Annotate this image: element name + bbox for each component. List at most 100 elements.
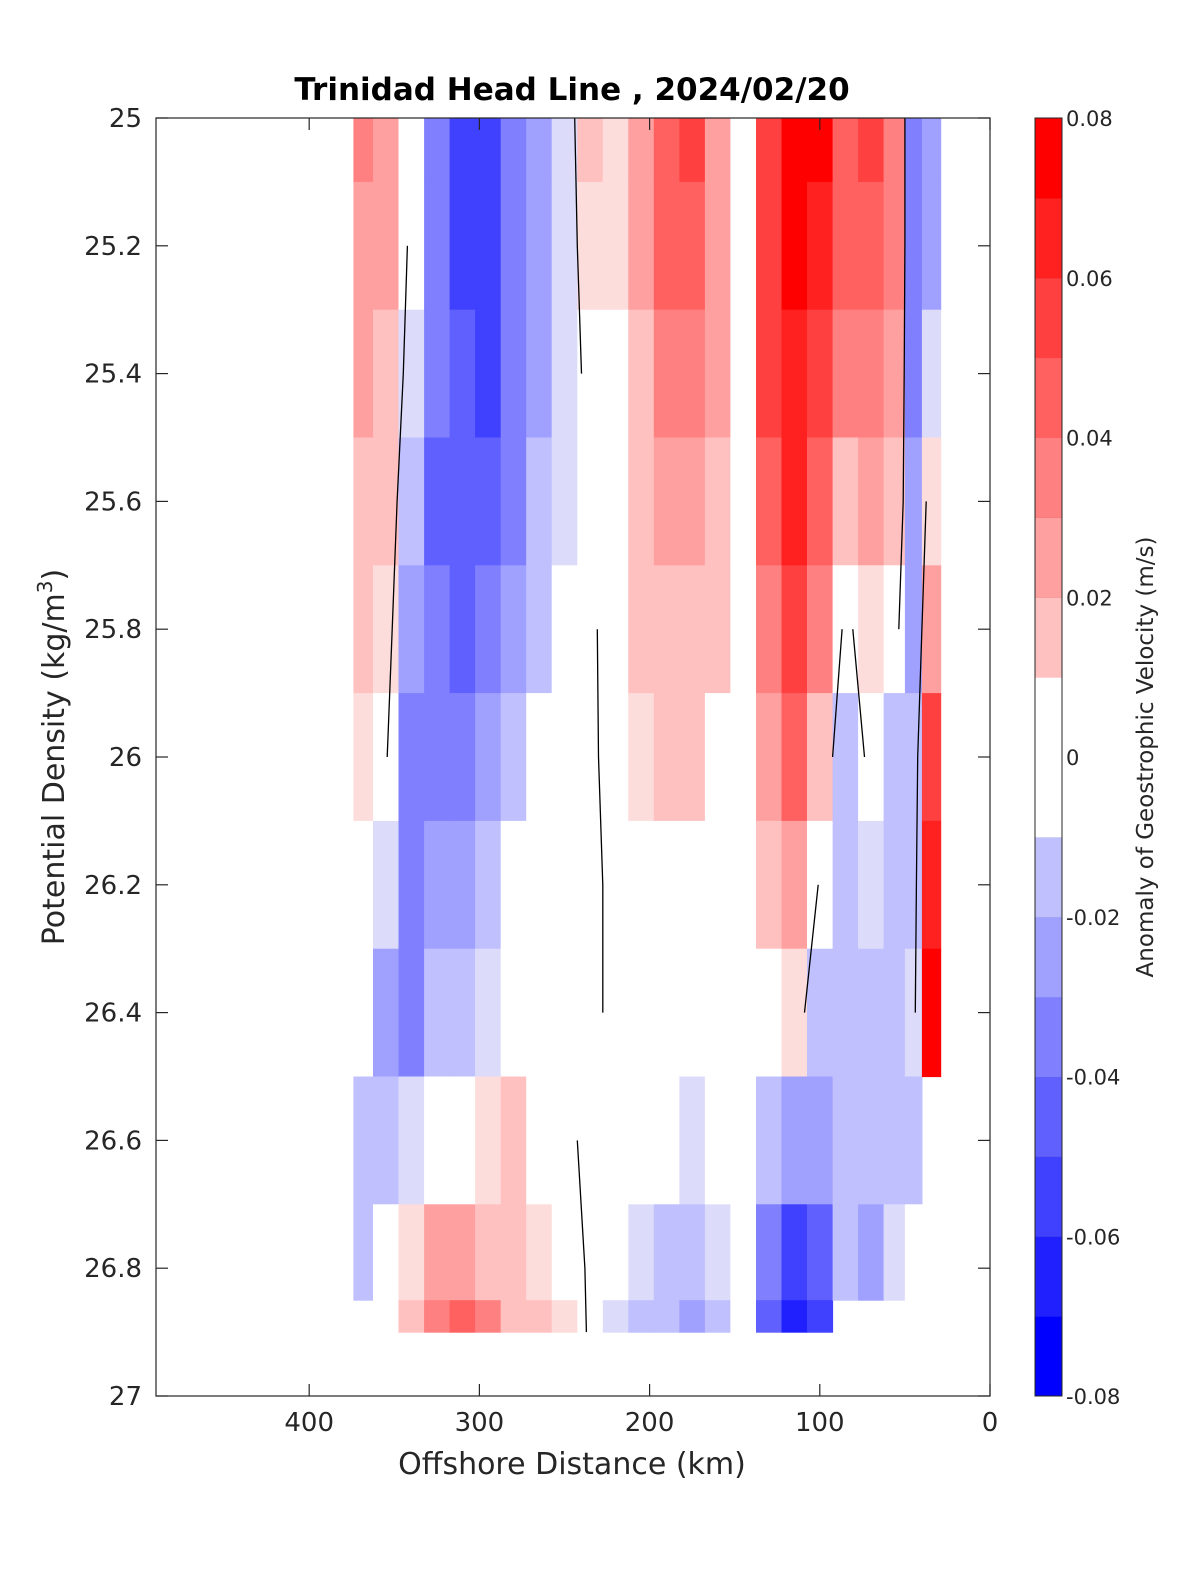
contour-cell	[398, 1204, 425, 1301]
contour-cell	[526, 693, 553, 822]
y-tick-label: 25	[109, 104, 142, 134]
contour-cell	[756, 309, 783, 439]
contour-cell	[781, 820, 808, 950]
contour-cell	[373, 1076, 400, 1205]
contour-cell	[449, 1204, 476, 1301]
contour-cell	[781, 693, 808, 822]
contour-cell	[858, 437, 885, 566]
contour-cell	[704, 181, 731, 311]
contour-cell	[602, 309, 629, 439]
contour-cell	[781, 309, 808, 439]
contour-cell	[577, 820, 604, 950]
contour-cell	[756, 437, 783, 566]
x-tick-label: 0	[982, 1408, 999, 1438]
contour-cell	[832, 565, 859, 694]
contour-cell	[704, 948, 731, 1078]
contour-cell	[551, 1204, 578, 1301]
contour-cell	[449, 118, 476, 183]
zero-contour-line	[576, 1140, 588, 1333]
contour-cell	[551, 181, 578, 311]
zero-contours	[386, 118, 927, 1333]
contour-cell	[475, 309, 502, 439]
contour-cell	[526, 565, 553, 694]
contour-cell	[756, 1076, 783, 1205]
contour-cell	[602, 948, 629, 1078]
contour-cell	[653, 181, 680, 311]
contour-cell	[832, 181, 859, 311]
contour-cell	[449, 1076, 476, 1205]
contour-cell	[807, 1204, 834, 1301]
contour-cell	[398, 693, 425, 822]
contour-cell	[475, 565, 502, 694]
contour-cell	[551, 309, 578, 439]
contour-cell	[679, 565, 706, 694]
contour-cell	[858, 309, 885, 439]
colorbar-ticks: 0.08 0.06 0.04 0.02 0 -0.02 -0.04 -0.06 -0.08	[1066, 107, 1120, 1409]
contour-cell	[526, 1076, 553, 1205]
contour-cell	[858, 820, 885, 950]
contour-cell	[577, 309, 604, 439]
contour-cell	[526, 1300, 553, 1333]
contour-cell	[653, 693, 680, 822]
contour-cell	[904, 948, 923, 1078]
contour-cell	[921, 948, 942, 1078]
colorbar	[1035, 117, 1062, 1397]
contour-cell	[704, 565, 731, 694]
contour-cell	[756, 948, 783, 1078]
contour-cell	[921, 820, 942, 950]
contour-cell	[730, 1300, 757, 1333]
contour-cell	[653, 565, 680, 694]
contour-cell	[653, 820, 680, 950]
contour-cell	[398, 948, 425, 1078]
contour-cell	[424, 820, 451, 950]
contour-cell	[577, 1204, 604, 1301]
x-axis-label: Offshore Distance (km)	[398, 1447, 746, 1482]
colorbar-band	[1035, 757, 1062, 838]
contour-cell	[398, 309, 425, 439]
contour-cell	[781, 181, 808, 311]
contour-cell	[730, 309, 757, 439]
contour-cell	[807, 948, 834, 1078]
contour-cell	[475, 1204, 502, 1301]
contour-cell	[628, 181, 655, 311]
contour-cell	[500, 118, 527, 183]
contour-cell	[500, 820, 527, 950]
x-tick-label: 100	[795, 1408, 845, 1438]
colorbar-tick-label: 0.04	[1066, 427, 1113, 451]
contour-cell	[577, 1076, 604, 1205]
contour-cell	[832, 948, 859, 1078]
y-tick-label: 26.2	[84, 871, 142, 901]
contour-cell	[475, 1300, 502, 1333]
contour-cell	[832, 437, 859, 566]
contour-cell	[756, 565, 783, 694]
contour-cell	[628, 693, 655, 822]
x-tick-label: 400	[284, 1408, 334, 1438]
contour-cell	[858, 565, 885, 694]
contour-cell	[373, 1204, 400, 1301]
contour-cell	[730, 181, 757, 311]
contour-cell	[424, 565, 451, 694]
colorbar-tick-label: 0.08	[1066, 107, 1113, 131]
contour-cell	[679, 309, 706, 439]
contour-cell	[424, 948, 451, 1078]
contour-cell	[781, 1204, 808, 1301]
contour-cell	[373, 309, 400, 439]
contour-cell	[653, 1076, 680, 1205]
contour-cell	[353, 1076, 374, 1205]
contour-cell	[756, 693, 783, 822]
contour-cell	[373, 565, 400, 694]
contour-cell	[679, 948, 706, 1078]
colorbar-band	[1035, 197, 1062, 279]
contour-cell	[883, 1204, 906, 1301]
x-tick-label: 200	[625, 1408, 675, 1438]
zero-contour-line	[914, 501, 927, 1013]
contour-cell	[628, 437, 655, 566]
contour-cell	[526, 309, 553, 439]
contour-cell	[921, 565, 942, 694]
contour-cell	[353, 820, 374, 950]
y-axis-label: Potential Density (kg/m3)	[33, 569, 72, 945]
contour-cell	[883, 565, 906, 694]
contour-cell	[526, 437, 553, 566]
contour-cell	[832, 309, 859, 439]
